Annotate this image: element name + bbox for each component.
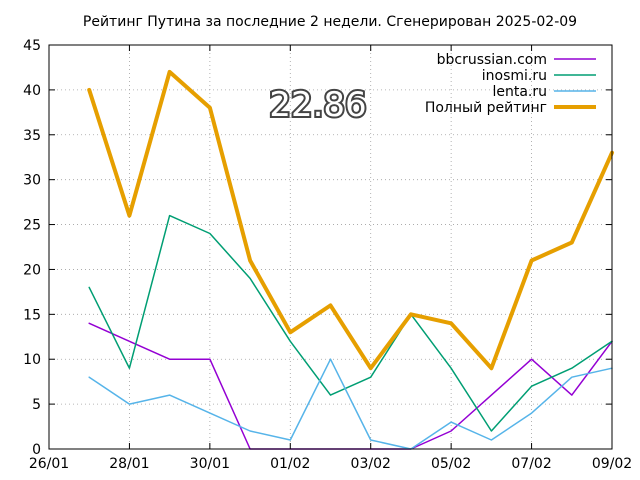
y-tick-label: 30 — [23, 173, 41, 189]
plot-frame — [48, 44, 613, 450]
axis-ticks: 0 5 10 15 20 25 30 35 40 45 26/01 28/01 30/01 01/02 03… — [23, 38, 632, 472]
y-tick-label: 40 — [23, 83, 41, 99]
y-tick-label: 35 — [23, 128, 41, 144]
x-tick-label: 30/01 — [190, 456, 230, 472]
series-line-полный-рейтинг — [87, 69, 614, 371]
legend-label: bbcrussian.com — [437, 52, 547, 68]
y-tick-label: 45 — [23, 38, 41, 54]
y-tick-label: 20 — [23, 262, 41, 278]
x-tick-label: 01/02 — [270, 456, 310, 472]
series-line-lenta-ru — [88, 358, 613, 450]
highlight-value: 22.86 — [269, 85, 366, 125]
series-line-inosmi-ru — [88, 214, 613, 432]
x-tick-label: 09/02 — [592, 456, 632, 472]
y-tick-label: 25 — [23, 218, 41, 234]
legend-label: Полный рейтинг — [425, 100, 547, 116]
legend-label: lenta.ru — [492, 84, 547, 100]
grid — [49, 45, 612, 449]
series-layer — [87, 69, 614, 450]
x-tick-label: 28/01 — [109, 456, 149, 472]
x-tick-label: 26/01 — [29, 456, 69, 472]
y-tick-label: 5 — [32, 397, 41, 413]
y-tick-label: 0 — [32, 442, 41, 458]
chart-title: Рейтинг Путина за последние 2 недели. Сг… — [83, 14, 577, 30]
x-tick-label: 07/02 — [511, 456, 551, 472]
y-tick-label: 10 — [23, 352, 41, 368]
x-tick-label: 05/02 — [431, 456, 471, 472]
x-tick-label: 03/02 — [351, 456, 391, 472]
legend-label: inosmi.ru — [482, 68, 547, 84]
y-tick-label: 15 — [23, 307, 41, 323]
